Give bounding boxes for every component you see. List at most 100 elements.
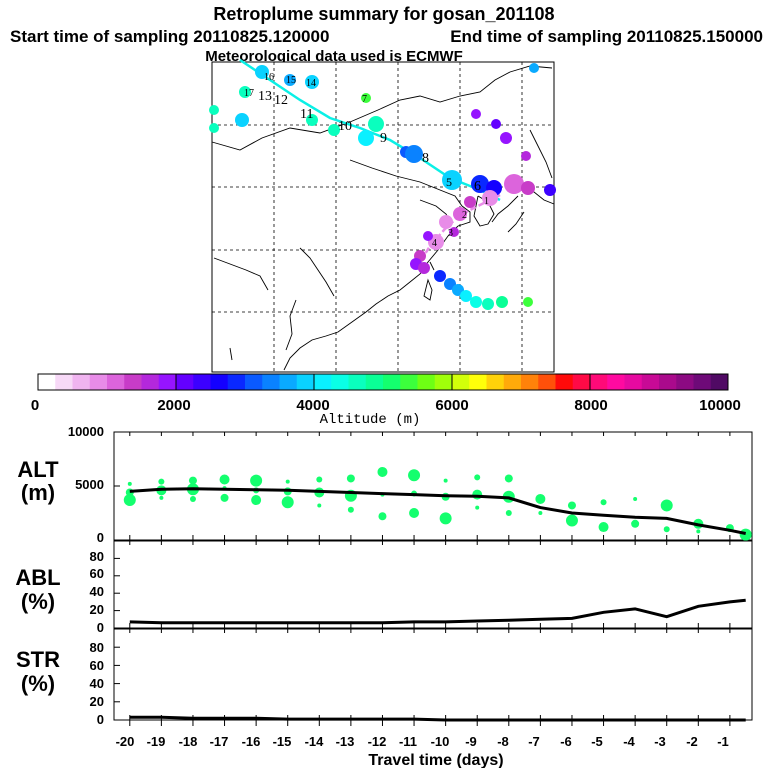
end-time-label: End time of sampling 20110825.150000 (450, 27, 763, 46)
colorbar-segment (383, 374, 401, 390)
abl-ytick: 20 (90, 602, 104, 617)
traj-point (491, 119, 501, 129)
alt-scatter-point (567, 501, 576, 510)
traj-point (209, 105, 219, 115)
colorbar-segment (400, 374, 418, 390)
colorbar-segment (693, 374, 712, 390)
alt-scatter-point (739, 528, 752, 541)
x-tick-label: -8 (497, 734, 509, 749)
colorbar-segment (452, 374, 470, 390)
abl-panel-frame (113, 540, 753, 629)
colorbar-segment (469, 374, 487, 390)
alt-scatter-point (474, 474, 481, 481)
alt-scatter-point (250, 474, 263, 487)
alt-scatter-point (281, 496, 294, 509)
str-ytick: 20 (90, 694, 104, 709)
colorbar-segment (417, 374, 436, 390)
traj-label: 12 (274, 93, 288, 108)
colorbar-segment (296, 374, 315, 390)
colorbar-segment (590, 374, 608, 390)
alt-scatter-point (663, 526, 670, 533)
colorbar-segment (486, 374, 505, 390)
abl-y-ticks: 80 60 40 20 0 (90, 549, 104, 635)
x-tick-label: -1 (717, 734, 729, 749)
traj-label: 3 (448, 228, 453, 239)
traj-point (504, 174, 524, 194)
altitude-colorbar (37, 373, 729, 391)
colorbar-segment (72, 374, 91, 390)
str-panel-frame (113, 628, 753, 721)
traj-point (235, 113, 249, 127)
x-tick-label: -12 (368, 734, 387, 749)
alt-scatter-point (377, 466, 388, 477)
traj-point (453, 207, 467, 221)
traj-point (500, 132, 512, 144)
alt-scatter-point (600, 499, 607, 506)
x-tick-label: -3 (654, 734, 666, 749)
colorbar-segment (331, 374, 349, 390)
x-tick-label: -4 (623, 734, 635, 749)
alt-scatter-point (316, 476, 323, 483)
x-tick-label: -6 (560, 734, 572, 749)
traj-point (521, 151, 531, 161)
traj-point (239, 86, 251, 98)
x-tick-label: -13 (336, 734, 355, 749)
x-tick-label: -20 (116, 734, 135, 749)
traj-point (209, 123, 219, 133)
colorbar-segment (641, 374, 660, 390)
traj-point (442, 170, 462, 190)
traj-point (358, 130, 374, 146)
colorbar-segment (503, 374, 522, 390)
alt-scatter-point (408, 469, 421, 482)
colorbar-segment (555, 374, 574, 390)
traj-point (328, 124, 340, 136)
traj-label: 11 (300, 107, 313, 122)
colorbar-segment (521, 374, 539, 390)
x-tick-label: -18 (179, 734, 198, 749)
alt-ytick: 5000 (75, 477, 104, 492)
alt-scatter-point (443, 478, 448, 483)
traj-label: 2 (462, 210, 467, 221)
traj-label: 7 (362, 94, 367, 105)
traj-label: 8 (422, 151, 429, 166)
str-ytick: 80 (90, 640, 104, 655)
x-tick-label: -7 (528, 734, 540, 749)
trajectory-map: 17 16 15 14 13 12 11 10 9 8 7 6 5 4 3 2 … (209, 58, 556, 373)
x-tick-label: -10 (431, 734, 450, 749)
colorbar-segment (55, 374, 73, 390)
alt-y-ticks: 10000 5000 0 (68, 424, 104, 545)
traj-point (523, 297, 533, 307)
alt-scatter-point (505, 510, 512, 516)
colorbar-segment (279, 374, 298, 390)
x-tick-label: -15 (273, 734, 292, 749)
colorbar-segment (314, 374, 332, 390)
abl-ytick: 0 (97, 620, 104, 635)
traj-label: 5 (446, 175, 452, 189)
str-ytick: 0 (97, 712, 104, 727)
str-panel-title: STR (16, 647, 60, 672)
traj-point (418, 262, 430, 274)
colorbar-segment (38, 374, 56, 390)
traj-point (306, 114, 318, 126)
alt-scatter-point (188, 476, 197, 485)
colorbar-segment (210, 374, 229, 390)
trajectory-upper (239, 58, 501, 202)
traj-label: 14 (306, 78, 316, 89)
alt-scatter-point (538, 511, 543, 515)
alt-scatter-point (378, 512, 387, 521)
x-tick-label: -17 (210, 734, 229, 749)
traj-point (521, 181, 535, 195)
x-tick-label: -14 (305, 734, 325, 749)
alt-scatter-point (565, 514, 578, 527)
alt-scatter-point (285, 479, 290, 484)
colorbar-tick: 4000 (296, 397, 329, 414)
str-y-ticks: 80 60 40 20 0 (90, 640, 104, 727)
abl-ytick: 60 (90, 566, 104, 581)
alt-scatter-point (504, 474, 513, 483)
time-series-panels (113, 431, 753, 726)
abl-ytick: 80 (90, 549, 104, 564)
met-data-label: Meteorological data used is ECMWF (205, 48, 463, 65)
traj-point (529, 63, 539, 73)
alt-scatter-point (159, 495, 164, 500)
alt-scatter-point (535, 493, 546, 504)
